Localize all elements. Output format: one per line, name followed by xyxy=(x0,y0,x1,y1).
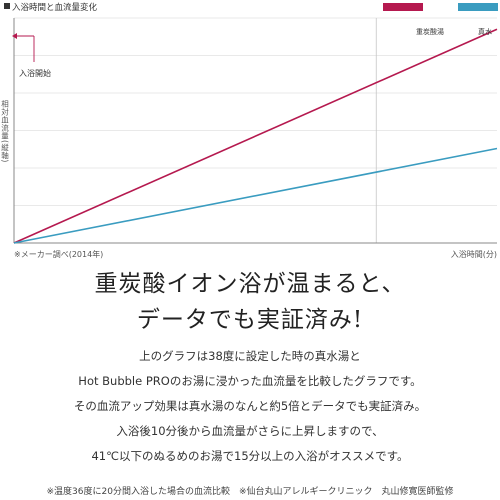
chart-gridlines xyxy=(14,17,497,244)
source-note: ※メーカー調べ(2014年) xyxy=(14,249,103,259)
headline-line-1: 重炭酸イオン浴が温まると、 xyxy=(94,271,406,297)
description-line-2: Hot Bubble PROのお湯に浸かった血流量を比較したグラフです。 xyxy=(78,374,422,388)
description-line-4: 入浴後10分後から血流量がさらに上昇しますので、 xyxy=(116,424,384,438)
headline-line-2: データでも実証済み! xyxy=(136,307,364,333)
series-label-sodium-bicarbonate: 重炭酸湯 xyxy=(416,27,444,36)
description-line-3: その血流アップ効果は真水湯のなんと約5倍とデータでも実証済み。 xyxy=(73,399,427,413)
description-line-5: 41℃以下のぬるめのお湯で15分以上の入浴がオススメです。 xyxy=(91,449,409,463)
series-line-sodium-bicarbonate xyxy=(13,28,498,244)
y-axis-label: 相対血流量(縦軸) xyxy=(0,99,9,163)
chart-title-marker xyxy=(4,3,10,9)
series-line-plain-water xyxy=(13,147,498,244)
legend-swatch-plain-water xyxy=(458,3,498,11)
legend-swatch-sodium-bicarbonate xyxy=(383,3,423,11)
chart-title: 入浴時間と血流量変化 xyxy=(12,2,98,13)
chart: 入浴時間と血流量変化 重炭酸湯 真水 入浴開始 相対血流量(縦軸) ※メーカー調… xyxy=(0,2,498,259)
description-line-1: 上のグラフは38度に設定した時の真水湯と xyxy=(139,349,361,363)
start-annotation-pointer xyxy=(14,35,35,62)
series-label-plain-water: 真水 xyxy=(478,27,492,36)
footnote: ※温度36度に20分間入浴した場合の血流比較 ※仙台丸山アレルギークリニック 丸… xyxy=(46,487,454,497)
start-annotation-arrow-icon xyxy=(12,33,17,39)
x-axis-label: 入浴時間(分) xyxy=(451,249,497,259)
start-annotation: 入浴開始 xyxy=(19,68,51,78)
